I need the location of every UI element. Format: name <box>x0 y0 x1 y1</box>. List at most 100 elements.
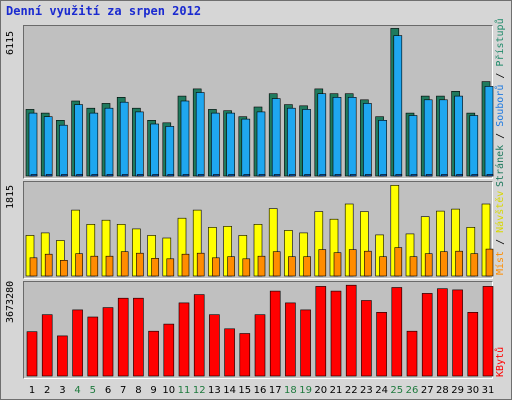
day-label-11: 11 <box>178 385 191 396</box>
bar-kbytes-10 <box>163 323 175 377</box>
bar-sites-20 <box>318 249 327 277</box>
bar-files-6 <box>104 107 114 177</box>
bar-kbytes-15 <box>239 333 251 377</box>
bar-sites-15 <box>242 258 251 277</box>
bar-kbytes-25 <box>391 287 403 377</box>
bar-sites-13 <box>212 257 220 277</box>
bar-files-2 <box>43 116 53 177</box>
day-label-14: 14 <box>223 385 236 396</box>
day-label-4: 4 <box>74 385 80 396</box>
bar-kbytes-4 <box>72 309 83 377</box>
bar-kbytes-14 <box>224 328 235 377</box>
bar-kbytes-27 <box>421 293 433 377</box>
bar-sites-29 <box>455 250 463 277</box>
bar-files-13 <box>211 112 220 177</box>
bar-pages-25 <box>395 174 403 177</box>
day-label-13: 13 <box>208 385 221 396</box>
bar-kbytes-22 <box>345 284 357 377</box>
bar-sites-22 <box>348 249 357 277</box>
bar-pages-29 <box>456 174 463 177</box>
bar-pages-23 <box>365 174 372 177</box>
bar-files-26 <box>408 115 418 177</box>
bar-pages-27 <box>425 174 433 177</box>
bar-files-27 <box>423 99 433 177</box>
bar-files-21 <box>332 97 342 177</box>
day-label-23: 23 <box>360 385 373 396</box>
bar-kbytes-30 <box>467 311 479 377</box>
day-label-28: 28 <box>436 385 449 396</box>
bar-kbytes-8 <box>133 297 144 377</box>
bar-files-15 <box>241 118 251 177</box>
bar-sites-12 <box>196 252 205 277</box>
day-label-15: 15 <box>238 385 251 396</box>
bar-sites-25 <box>394 247 403 277</box>
bar-files-9 <box>150 123 159 177</box>
bar-sites-24 <box>379 256 387 277</box>
bar-pages-24 <box>380 174 387 177</box>
bar-kbytes-23 <box>361 300 372 377</box>
day-label-9: 9 <box>150 385 156 396</box>
bar-kbytes-6 <box>102 307 114 377</box>
day-label-31: 31 <box>482 385 495 396</box>
bar-pages-28 <box>441 174 448 177</box>
bar-kbytes-28 <box>437 288 448 377</box>
bar-sites-2 <box>44 253 53 277</box>
bar-sites-28 <box>440 251 448 277</box>
bar-pages-2 <box>45 174 53 177</box>
bar-pages-1 <box>30 174 38 177</box>
bar-kbytes-19 <box>300 309 311 377</box>
bar-files-3 <box>59 124 68 177</box>
day-label-3: 3 <box>59 385 65 396</box>
bar-kbytes-31 <box>482 286 494 377</box>
day-label-25: 25 <box>390 385 403 396</box>
bar-pages-7 <box>121 174 129 177</box>
bar-pages-14 <box>228 174 235 177</box>
day-label-27: 27 <box>421 385 434 396</box>
bar-sites-31 <box>485 248 494 277</box>
day-label-20: 20 <box>314 385 327 396</box>
day-label-6: 6 <box>105 385 111 396</box>
bar-pages-18 <box>289 174 296 177</box>
bar-pages-8 <box>137 174 144 177</box>
day-label-5: 5 <box>90 385 96 396</box>
bar-files-30 <box>469 115 479 177</box>
bar-kbytes-5 <box>87 316 99 377</box>
bar-kbytes-18 <box>285 302 296 377</box>
bar-kbytes-7 <box>117 297 129 377</box>
bar-sites-18 <box>288 256 296 277</box>
bar-pages-17 <box>273 174 281 177</box>
bar-files-24 <box>378 120 387 177</box>
bar-pages-10 <box>167 174 175 177</box>
bar-pages-9 <box>152 174 159 177</box>
bar-files-31 <box>484 86 494 177</box>
bar-pages-6 <box>106 174 114 177</box>
bar-sites-7 <box>120 251 129 277</box>
day-label-17: 17 <box>269 385 282 396</box>
bar-pages-16 <box>258 174 266 177</box>
bar-files-7 <box>119 101 129 177</box>
bar-kbytes-17 <box>269 290 281 377</box>
bar-sites-14 <box>227 256 235 277</box>
bar-kbytes-9 <box>148 330 159 377</box>
bar-kbytes-29 <box>452 289 463 377</box>
bar-sites-19 <box>303 256 311 277</box>
bar-pages-15 <box>243 174 251 177</box>
bar-sites-8 <box>136 252 144 277</box>
bar-pages-11 <box>182 174 190 177</box>
bar-sites-5 <box>90 255 99 277</box>
bar-sites-21 <box>333 252 342 277</box>
day-label-19: 19 <box>299 385 312 396</box>
bar-files-14 <box>226 112 235 177</box>
chart-title: Denní využití za srpen 2012 <box>6 4 202 18</box>
bar-files-12 <box>195 92 205 177</box>
bar-files-20 <box>317 93 327 177</box>
day-label-10: 10 <box>162 385 175 396</box>
day-label-26: 26 <box>406 385 419 396</box>
bar-sites-16 <box>257 255 266 277</box>
day-label-1: 1 <box>29 385 35 396</box>
bar-files-4 <box>74 104 83 177</box>
bar-pages-22 <box>349 174 357 177</box>
bar-files-10 <box>165 126 175 177</box>
bar-sites-30 <box>470 253 479 277</box>
day-label-22: 22 <box>345 385 358 396</box>
